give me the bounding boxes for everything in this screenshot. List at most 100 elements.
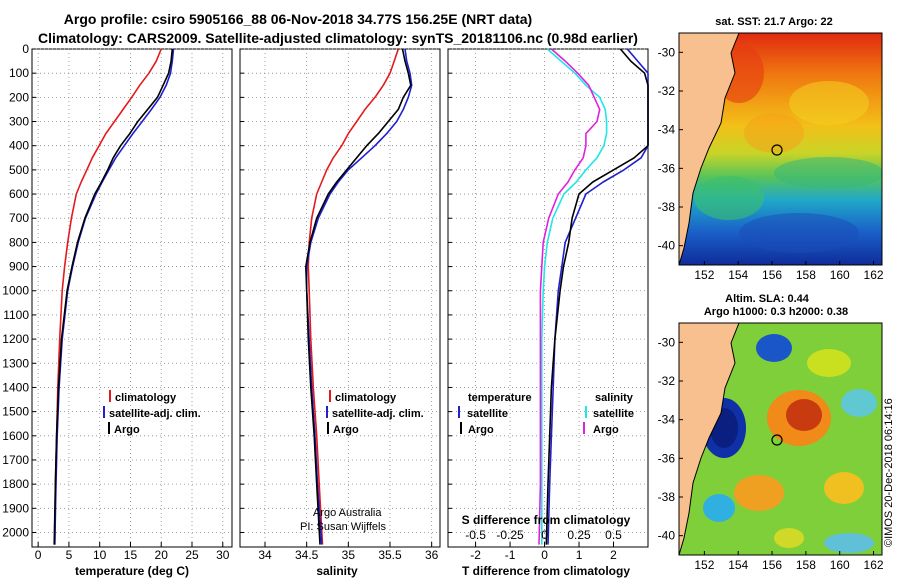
depth-tick-labels: 0 100 200 300 400 500 600 700 800 900 1000 1100 1200… (2, 42, 29, 539)
x-tick-label: 10 (93, 548, 107, 562)
map-y-tick-label: -36 (658, 451, 676, 465)
temperature-grid (32, 48, 232, 547)
depth-tick-label: 600 (9, 187, 29, 201)
series-line-climatology (307, 48, 400, 545)
sla-map-frame (678, 322, 883, 556)
x-tick-label: -1 (505, 548, 516, 562)
depth-tick-label: 800 (9, 235, 29, 249)
map-y-tick-label: -30 (658, 45, 676, 59)
depth-tick-label: 500 (9, 163, 29, 177)
map-x-tick-label: 162 (864, 558, 884, 572)
map-y-tick-label: -34 (658, 413, 676, 427)
x-tick-label: 30 (216, 548, 230, 562)
x-tick-label: 34.5 (295, 548, 319, 562)
map-y-tick-label: -38 (658, 200, 676, 214)
map-x-tick-label: 162 (864, 268, 884, 282)
x-tick-label: 15 (124, 548, 138, 562)
imos-stamp: ©IMOS 20-Dec-2018 06:14:16 (883, 398, 895, 547)
legend-swatch-climatology (109, 390, 111, 402)
x-tick-label: 36 (425, 548, 439, 562)
map-x-tick-label: 152 (694, 558, 714, 572)
s-tick-label: -0.25 (496, 528, 524, 542)
salinity-plot-frame (239, 48, 441, 548)
x-tick-label: 5 (66, 548, 73, 562)
x-tick-label: 20 (155, 548, 169, 562)
salinity-x-label: salinity (316, 564, 358, 578)
sla-map-ticks: 152 154 156 158 160 162 -30 -32 -34 -36 -38 -40 (658, 335, 884, 572)
sst-argo-marker (771, 144, 783, 156)
map-y-tick-label: -38 (658, 490, 676, 504)
map-x-tick-label: 158 (796, 558, 816, 572)
depth-tick-label: 1900 (2, 501, 29, 515)
map-x-tick-label: 158 (796, 268, 816, 282)
series-line-argo (304, 48, 412, 545)
series-line-argo (53, 48, 174, 545)
depth-tick-label: 100 (9, 66, 29, 80)
series-line-salinity-argo (538, 48, 601, 545)
depth-tick-label: 400 (9, 139, 29, 153)
map-x-tick-label: 160 (830, 268, 850, 282)
x-tick-label: 34 (258, 548, 272, 562)
legend-label-climatology: climatology (335, 392, 397, 404)
legend-swatch-argo (108, 422, 110, 434)
map-x-tick-label: 152 (694, 268, 714, 282)
legend-swatch-argo (327, 422, 329, 434)
sst-patches (694, 43, 882, 253)
sst-map-title: sat. SST: 21.7 Argo: 22 (715, 16, 833, 28)
figure-title-line1: Argo profile: csiro 5905166_88 06-Nov-20… (64, 11, 532, 27)
depth-tick-label: 1700 (2, 453, 29, 467)
legend-label-satellite: satellite-adj. clim. (109, 408, 201, 420)
legend-swatch-temp-satellite (458, 406, 460, 418)
s-tick-label: 0 (541, 528, 548, 542)
series-line-climatology (54, 48, 162, 545)
depth-tick-label: 1400 (2, 380, 29, 394)
legend-title-temperature: temperature (468, 392, 532, 404)
x-tick-label: 0 (35, 548, 42, 562)
salinity-difference-ticks: -0.5 -0.25 0 0.25 0.5 (465, 528, 622, 542)
t-difference-label: T difference from climatology (462, 564, 630, 578)
difference-panel: -2 -1 0 1 2 -0.5 -0.25 0 0.25 0.5 S difference f… (447, 48, 649, 578)
depth-tick-label: 2000 (2, 525, 29, 539)
legend-swatch-temp-argo (460, 422, 462, 434)
map-y-tick-label: -34 (658, 123, 676, 137)
x-tick-label: 35 (342, 548, 356, 562)
depth-tick-label: 0 (22, 42, 29, 56)
legend-label-sal-satellite: satellite (593, 408, 634, 420)
legend-swatch-satellite (326, 406, 328, 418)
depth-tick-label: 300 (9, 115, 29, 129)
map-x-tick-label: 154 (728, 268, 748, 282)
legend-swatch-sal-satellite (585, 406, 587, 418)
s-tick-label: 0.5 (605, 528, 622, 542)
depth-tick-label: 700 (9, 211, 29, 225)
depth-tick-label: 1300 (2, 356, 29, 370)
legend-label-argo: Argo (333, 424, 359, 436)
sst-map-canvas (679, 33, 882, 265)
series-line-temperature-argo (545, 48, 649, 545)
salinity-series (304, 48, 413, 545)
s-difference-label: S difference from climatology (462, 513, 631, 527)
legend-label-temp-satellite: satellite (467, 408, 508, 420)
x-tick-label: 25 (185, 548, 199, 562)
temperature-panel: 0 5 10 15 20 25 30 temperature (deg C) climato… (31, 48, 233, 578)
difference-legend-temperature: temperature satellite Argo (458, 392, 532, 436)
difference-series (538, 48, 649, 545)
map-y-tick-label: -40 (658, 529, 676, 543)
sla-map-title-line2: Argo h1000: 0.3 h2000: 0.38 (704, 306, 848, 318)
figure-title-line2: Climatology: CARS2009. Satellite-adjuste… (38, 30, 638, 46)
legend-swatch-climatology (329, 390, 331, 402)
difference-x-ticks: -2 -1 0 1 2 (470, 542, 617, 562)
salinity-legend: climatology satellite-adj. clim. Argo (326, 390, 424, 436)
legend-swatch-sal-argo (583, 422, 585, 434)
legend-title-salinity: salinity (595, 392, 634, 404)
map-x-tick-label: 156 (762, 558, 782, 572)
temperature-x-label: temperature (deg C) (75, 564, 189, 578)
sla-argo-marker (771, 434, 783, 446)
salinity-panel: 34 34.5 35 35.5 36 salinity climatology sate… (239, 48, 441, 578)
difference-legend-salinity: salinity satellite Argo (583, 392, 634, 436)
sst-map-frame (678, 32, 883, 266)
sst-map-ticks: 152 154 156 158 160 162 -30 -32 -34 -36 -38 -40 (658, 45, 884, 282)
sla-map-title-line1: Altim. SLA: 0.44 (725, 293, 810, 305)
map-x-tick-label: 154 (728, 558, 748, 572)
credit-argo-australia: Argo Australia (313, 507, 382, 519)
